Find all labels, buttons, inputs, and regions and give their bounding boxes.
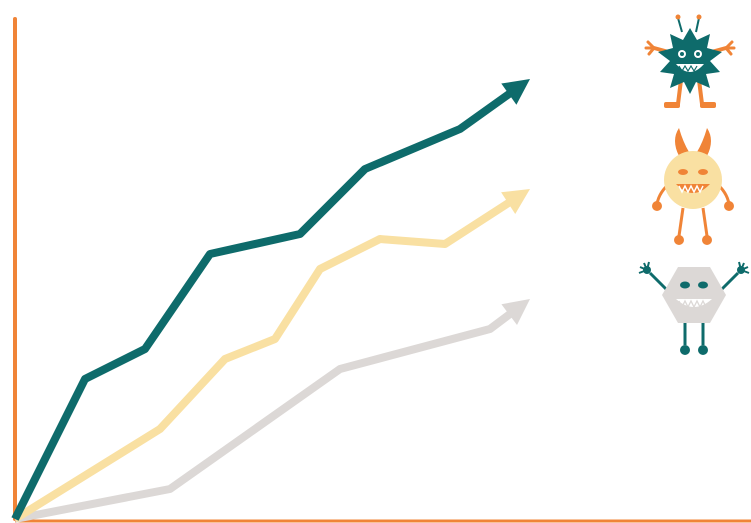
series-arrowhead-yellow: [501, 189, 530, 215]
series-layer: [11, 79, 530, 523]
hexagon-monster-icon: [638, 261, 750, 355]
series-line-teal: [11, 84, 520, 521]
spiky-monster-icon: [644, 14, 736, 108]
horned-monster-icon: [652, 128, 734, 245]
series-line-gray: [14, 305, 520, 523]
series-arrowhead-gray: [501, 299, 530, 325]
series-arrowhead-teal: [501, 79, 530, 105]
series-line-yellow: [12, 194, 520, 523]
